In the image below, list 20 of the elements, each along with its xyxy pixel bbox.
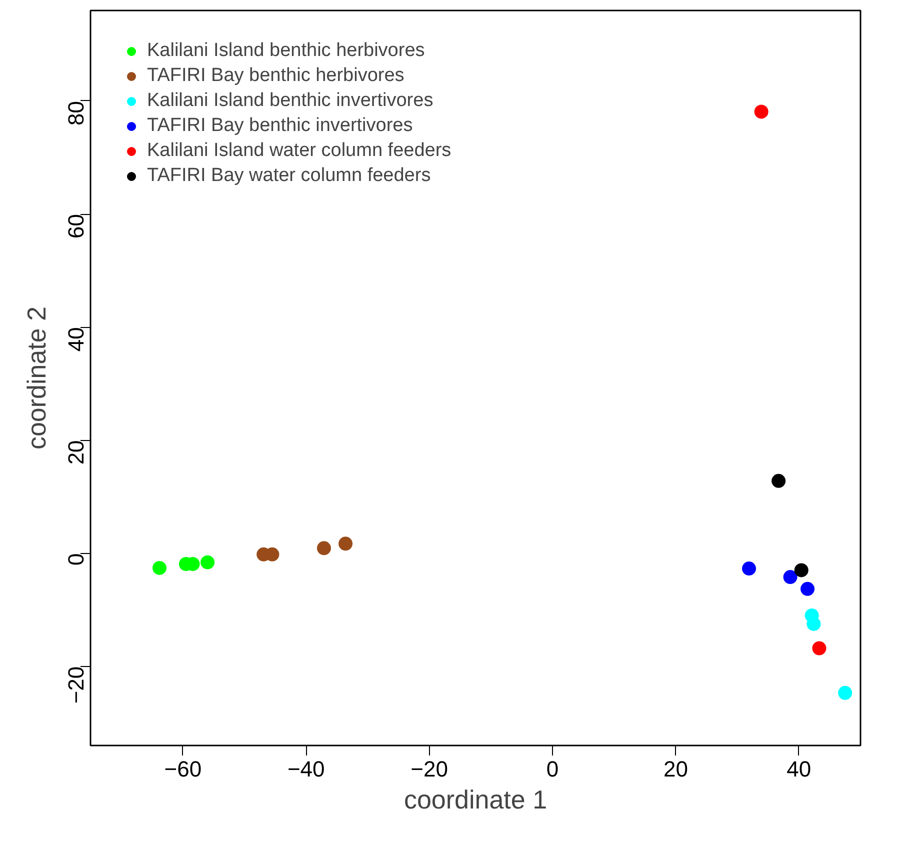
- x-tick-label: −60: [164, 756, 202, 782]
- legend-label: Kalilani Island water column feeders: [147, 140, 452, 162]
- y-axis-title: coordinate 2: [22, 306, 52, 450]
- y-tick-label: 0: [64, 553, 88, 566]
- y-tick-label: −20: [64, 666, 88, 704]
- x-tick-label: −40: [287, 756, 325, 782]
- x-tick-label: −20: [410, 756, 448, 782]
- legend-label: TAFIRI Bay benthic invertivores: [147, 115, 413, 137]
- x-tick-label: 40: [786, 756, 812, 782]
- legend-label: TAFIRI Bay benthic herbivores: [147, 65, 404, 87]
- y-tick-label: 40: [64, 327, 88, 352]
- legend-label: Kalilani Island benthic invertivores: [147, 90, 434, 112]
- y-tick-label: 60: [64, 214, 88, 239]
- legend-label: TAFIRI Bay water column feeders: [147, 165, 431, 187]
- legend-label: Kalilani Island benthic herbivores: [147, 40, 425, 62]
- x-tick-label: 0: [546, 756, 559, 782]
- x-axis-title: coordinate 1: [404, 784, 548, 814]
- y-tick-label: 80: [64, 100, 88, 126]
- y-tick-label: 20: [64, 440, 88, 465]
- x-tick-label: 20: [663, 756, 688, 782]
